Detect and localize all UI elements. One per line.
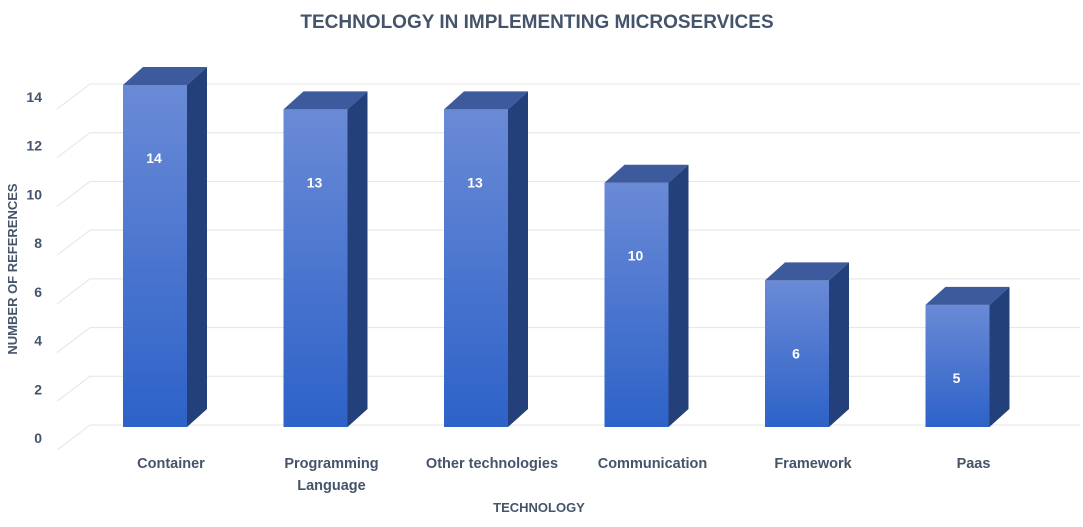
data-label: 13 — [307, 174, 323, 190]
gridline — [56, 83, 1080, 110]
y-axis-title: NUMBER OF REFERENCES — [5, 183, 20, 355]
bar-top — [765, 262, 849, 281]
y-tick-label: 8 — [34, 235, 42, 251]
chart-title: TECHNOLOGY IN IMPLEMENTING MICROSERVICES — [300, 12, 773, 33]
bar: 10 — [604, 164, 689, 427]
bar-side — [187, 66, 207, 427]
bar-front — [283, 109, 348, 427]
bar-front — [604, 182, 669, 427]
x-category-label: Container — [137, 456, 205, 472]
x-axis-title: TECHNOLOGY — [493, 500, 585, 515]
data-label: 13 — [467, 174, 483, 190]
gridlines — [56, 83, 1080, 451]
bar: 6 — [765, 262, 849, 427]
gridline — [56, 327, 1080, 353]
y-tick-label: 14 — [26, 89, 42, 105]
x-category-label: Communication — [598, 456, 708, 472]
x-category-label: Paas — [957, 456, 991, 472]
bar-front — [765, 280, 829, 427]
gridline — [56, 278, 1080, 305]
bars: 14 13 13 10 6 5 — [123, 66, 1010, 427]
bar-side — [989, 286, 1010, 427]
bar-top — [123, 66, 207, 85]
y-tick-label: 10 — [26, 186, 42, 202]
bar: 14 — [123, 66, 207, 427]
x-category-label: Framework — [774, 456, 852, 472]
y-axis-ticks: 0 2 4 6 8 10 12 14 — [26, 89, 42, 446]
y-tick-label: 4 — [34, 333, 42, 349]
bar-front — [925, 304, 990, 427]
bar-top — [604, 164, 689, 183]
gridline — [56, 424, 1080, 451]
gridline — [56, 132, 1080, 159]
bar-front — [444, 109, 508, 427]
bar-top — [925, 286, 1010, 305]
data-label: 6 — [792, 345, 800, 361]
gridline — [56, 180, 1080, 207]
x-axis-categories: Container Programming Language Other techno… — [137, 456, 990, 494]
y-tick-label: 12 — [26, 138, 42, 154]
data-label: 14 — [146, 150, 162, 166]
y-tick-label: 6 — [34, 284, 42, 300]
x-category-label: Other technologies — [426, 456, 558, 472]
bar: 13 — [283, 91, 368, 427]
bar-side — [829, 262, 849, 427]
bar-side — [508, 91, 528, 427]
gridline — [56, 375, 1080, 402]
data-label: 5 — [953, 370, 961, 386]
x-category-label: Programming Language — [284, 456, 378, 494]
data-label: 10 — [628, 248, 644, 264]
gridline — [56, 229, 1080, 256]
bar-top — [283, 91, 368, 110]
bar: 5 — [925, 286, 1010, 427]
bar-side — [347, 91, 368, 427]
bar-top — [444, 91, 528, 110]
y-tick-label: 2 — [34, 381, 42, 397]
bar-side — [668, 164, 689, 427]
bar: 13 — [444, 91, 528, 427]
bar-front — [123, 84, 187, 427]
y-tick-label: 0 — [34, 430, 42, 446]
